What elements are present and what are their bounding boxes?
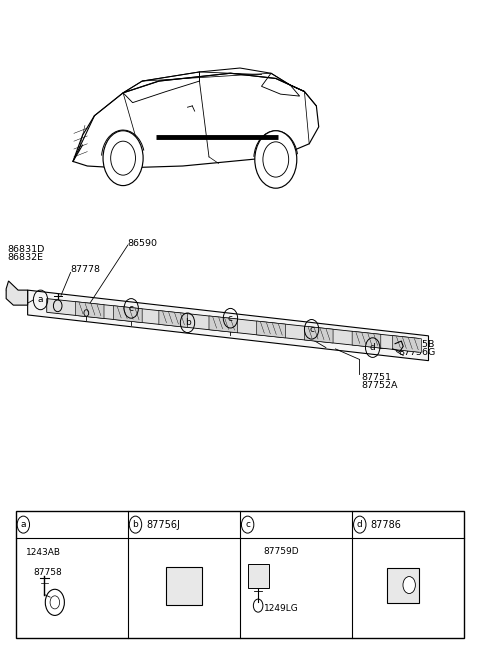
Text: a: a [21, 520, 26, 529]
Polygon shape [28, 290, 429, 361]
Polygon shape [47, 298, 419, 352]
Text: c: c [309, 325, 314, 334]
Bar [16, 511, 464, 638]
Polygon shape [75, 302, 104, 318]
Bar [166, 567, 202, 605]
Text: 1249LG: 1249LG [264, 604, 299, 613]
Text: 87756G: 87756G [398, 348, 436, 357]
Text: 87752A: 87752A [362, 381, 398, 390]
Polygon shape [159, 310, 188, 327]
Circle shape [103, 131, 143, 186]
Text: 86832E: 86832E [7, 253, 43, 262]
Circle shape [403, 577, 415, 594]
Bar [387, 568, 419, 604]
Text: 87756J: 87756J [146, 520, 180, 529]
Text: 86831D: 86831D [7, 245, 45, 254]
Circle shape [255, 131, 297, 188]
Polygon shape [352, 331, 381, 348]
Polygon shape [393, 336, 421, 352]
Polygon shape [304, 326, 333, 343]
Text: b: b [185, 318, 191, 327]
Text: d: d [357, 520, 363, 529]
Text: c: c [245, 520, 250, 529]
Text: 86590: 86590 [128, 239, 158, 247]
Text: d: d [370, 343, 375, 352]
Text: 87786: 87786 [370, 520, 401, 529]
Text: b: b [132, 520, 138, 529]
Text: 87755B: 87755B [398, 340, 435, 349]
Text: 87759D: 87759D [263, 547, 299, 556]
Polygon shape [209, 316, 238, 333]
Text: 87778: 87778 [71, 265, 101, 274]
Text: a: a [38, 295, 43, 304]
Text: 87751: 87751 [362, 373, 392, 382]
Polygon shape [6, 281, 28, 305]
Text: 1243AB: 1243AB [26, 548, 61, 557]
Bar [248, 564, 269, 588]
Text: c: c [129, 304, 134, 313]
Text: c: c [228, 314, 233, 323]
Polygon shape [114, 306, 142, 323]
Text: 87758: 87758 [34, 568, 62, 577]
Polygon shape [257, 321, 285, 338]
